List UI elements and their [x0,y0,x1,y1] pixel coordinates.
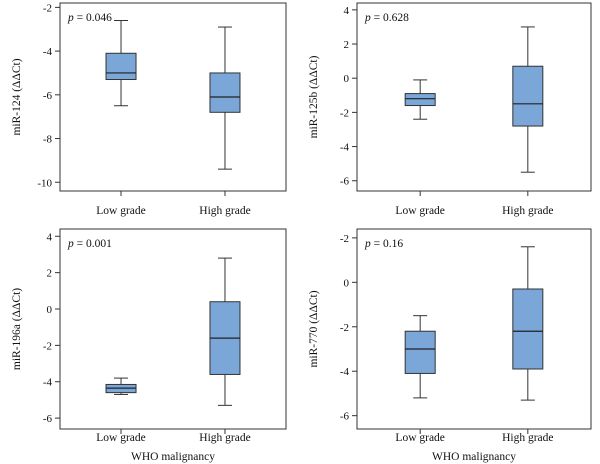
panel-bottom-right: -2 0 -2 -4 -6 Low grade High grade miR-770 (ΔΔC… [308,228,592,463]
iqr-box [105,52,137,81]
y-tick-label: -6 [340,411,350,423]
y-tick-label: -6 [43,90,53,102]
iqr-box [512,288,544,370]
y-tick-label: -2 [340,322,349,334]
y-tick-label: 2 [47,268,53,280]
y-tick-label: 2 [344,39,350,51]
iqr-box [404,93,436,107]
y-tick-label: 0 [47,304,53,316]
y-axis-title: miR-124 (ΔΔCt) [11,58,23,135]
y-tick-label: -6 [340,176,350,188]
panel-top-right: 4 2 0 -2 -4 -6 Low grade High grade miR-125b (ΔΔ… [308,2,592,217]
y-tick-label: 4 [344,5,350,17]
x-category-label: Low grade [96,205,146,217]
x-category-label: Low grade [96,432,146,444]
y-tick-label: -8 [43,134,53,146]
boxplot-high-grade [209,257,241,406]
y-tick-label: -4 [340,366,350,378]
p-symbol: p [364,12,371,24]
y-axis-title: miR-196a (ΔΔCt) [11,288,23,370]
y-tick-label: -10 [37,177,52,189]
x-category-label: High grade [502,432,553,444]
x-category-label: High grade [502,205,553,217]
y-tick-label: -4 [43,46,53,58]
p-symbol: p [67,238,74,250]
x-category-label: Low grade [395,432,445,444]
x-category-label: Low grade [395,205,445,217]
p-value: = 0.628 [371,12,409,24]
iqr-box [512,65,544,127]
y-tick-label: -4 [43,377,53,389]
p-value: = 0.046 [74,12,112,24]
boxplot-high-grade [512,26,544,173]
y-tick-label: -4 [340,142,350,154]
x-axis-title: WHO malignancy [131,451,215,463]
plot-frame [356,228,592,430]
iqr-box [404,330,436,374]
x-category-label: High grade [199,432,250,444]
iqr-box [209,72,241,113]
plot-frame [59,228,287,430]
plot-frame [59,2,287,192]
p-value-annotation: p = 0.628 [364,12,409,24]
p-value-annotation: p = 0.16 [364,238,403,250]
y-tick-label: -2 [43,2,52,14]
panel-top-left: -2 -4 -6 -8 -10 Low grade High grade miR-124 (Δ… [11,2,287,217]
p-value: = 0.16 [371,238,404,250]
p-value-annotation: p = 0.046 [67,12,112,24]
y-tick-label: -6 [43,413,53,425]
boxplot-high-grade [512,246,544,401]
x-axis-title: WHO malignancy [432,451,516,463]
y-tick-label: 0 [344,73,350,85]
p-symbol: p [364,238,371,250]
plot-frame [356,2,592,192]
boxplot-low-grade [404,79,436,120]
y-tick-label: 4 [47,231,53,243]
y-tick-label: -2 [340,233,349,245]
panel-bottom-left: 4 2 0 -2 -4 -6 Low grade High grade miR-196a (ΔΔ… [11,228,287,463]
boxplot-high-grade [209,26,241,170]
p-symbol: p [67,12,74,24]
boxplot-low-grade [105,377,137,395]
p-value: = 0.001 [74,238,112,250]
y-axis-title: miR-770 (ΔΔCt) [308,290,320,367]
y-axis-title: miR-125b (ΔΔCt) [308,55,320,138]
y-tick-label: 0 [344,277,350,289]
boxplot-low-grade [105,19,137,107]
y-tick-label: -2 [43,340,52,352]
x-category-label: High grade [199,205,250,217]
y-tick-label: -2 [340,107,349,119]
boxplot-low-grade [404,315,436,399]
p-value-annotation: p = 0.001 [67,238,112,250]
